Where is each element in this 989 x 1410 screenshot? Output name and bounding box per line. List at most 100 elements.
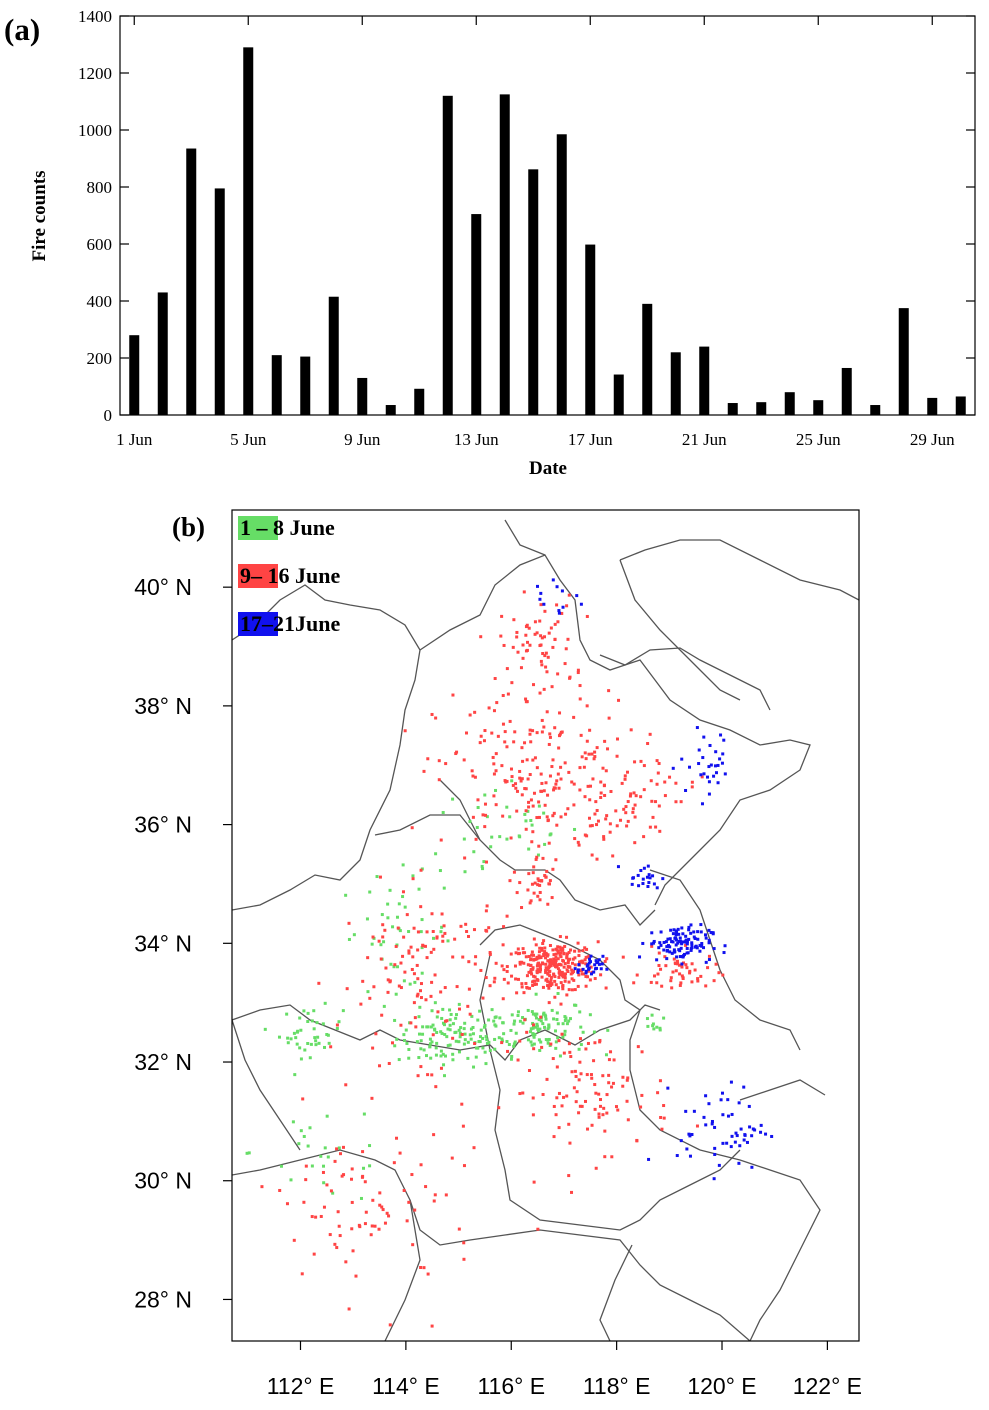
fire-point <box>394 992 398 996</box>
fire-point <box>479 1028 483 1032</box>
fire-point <box>685 946 689 950</box>
fire-point <box>554 961 558 965</box>
fire-point <box>366 990 370 994</box>
fire-point <box>549 832 553 836</box>
fire-point <box>593 755 597 759</box>
fire-point <box>560 1104 564 1108</box>
x-tick-label: 13 Jun <box>454 430 499 449</box>
fire-point <box>323 1146 327 1150</box>
fire-point <box>528 728 532 732</box>
panel-label-a: (a) <box>4 12 40 47</box>
fire-point <box>625 770 629 774</box>
fire-point <box>478 1040 482 1044</box>
fire-point <box>592 757 596 761</box>
fire-point <box>443 1033 447 1037</box>
fire-point <box>553 979 557 983</box>
fire-point <box>518 1092 522 1096</box>
fire-point <box>462 1257 466 1261</box>
bar-day-29 <box>927 397 938 415</box>
fire-point <box>493 1023 497 1027</box>
fire-point <box>402 1188 406 1192</box>
fire-point <box>552 953 556 957</box>
fire-point <box>700 942 704 946</box>
x-tick-label: 29 Jun <box>910 430 955 449</box>
fire-point <box>571 957 575 961</box>
fire-point <box>402 979 406 983</box>
fire-point <box>566 807 570 811</box>
fire-point <box>581 972 585 976</box>
fire-point <box>434 1085 438 1089</box>
fire-point <box>397 984 401 988</box>
fire-point <box>699 923 703 927</box>
fire-point <box>321 1164 325 1168</box>
fire-point <box>655 1025 659 1029</box>
fire-point <box>559 955 563 959</box>
fire-point <box>725 1141 729 1145</box>
fire-point <box>645 1017 649 1021</box>
fire-point <box>595 823 599 827</box>
fire-point <box>678 949 682 953</box>
fire-point <box>539 634 543 638</box>
fire-point <box>502 977 506 981</box>
fire-point <box>308 1126 312 1130</box>
fire-point <box>722 738 726 742</box>
fire-point <box>361 1150 365 1154</box>
fire-point <box>647 881 651 885</box>
x-tick-label: 17 Jun <box>568 430 613 449</box>
fire-point <box>421 944 425 948</box>
fire-point <box>391 925 395 929</box>
fire-point <box>377 1227 381 1231</box>
fire-point <box>556 991 560 995</box>
fire-point <box>542 602 546 606</box>
fire-point <box>467 960 471 964</box>
fire-point <box>735 1134 739 1138</box>
lon-tick-label: 118° E <box>583 1373 651 1399</box>
fire-point <box>333 1242 337 1246</box>
fire-point <box>702 946 706 950</box>
fire-point <box>608 822 612 826</box>
lon-tick-label: 120° E <box>687 1373 756 1399</box>
fire-point <box>539 1040 543 1044</box>
fire-point <box>681 976 685 980</box>
fire-point <box>663 794 667 798</box>
bar-day-10 <box>385 405 396 415</box>
fire-point <box>263 1027 267 1031</box>
fire-point <box>562 965 566 969</box>
fire-point <box>537 1038 541 1042</box>
fire-point <box>516 1010 520 1014</box>
fire-point <box>462 1042 466 1046</box>
fire-point <box>537 800 541 804</box>
fire-point <box>698 949 702 953</box>
fire-point <box>354 1274 358 1278</box>
fire-point <box>593 1041 597 1045</box>
fire-point <box>625 824 629 828</box>
fire-point <box>538 883 542 887</box>
fire-point <box>699 930 703 934</box>
fire-point <box>417 1056 421 1060</box>
fire-point <box>584 757 588 761</box>
fire-point <box>419 996 423 1000</box>
fire-point <box>591 777 595 781</box>
fire-point <box>530 972 534 976</box>
fire-point <box>453 937 457 941</box>
fire-point <box>697 748 701 752</box>
fire-point <box>483 825 487 829</box>
fire-point <box>573 827 577 831</box>
bar-day-12 <box>442 95 453 416</box>
fire-point <box>444 762 448 766</box>
fire-point <box>532 791 536 795</box>
fire-point <box>545 815 549 819</box>
fire-point <box>497 1106 501 1110</box>
fire-point <box>403 905 407 909</box>
fire-point <box>457 1002 461 1006</box>
bar-day-21 <box>699 346 710 415</box>
fire-point <box>712 774 716 778</box>
fire-point <box>552 972 556 976</box>
fire-point <box>586 1041 590 1045</box>
fire-point <box>529 967 533 971</box>
fire-point <box>656 972 660 976</box>
fire-point <box>473 962 477 966</box>
fire-point <box>512 870 516 874</box>
fire-point <box>530 953 534 957</box>
fire-point <box>543 609 547 613</box>
